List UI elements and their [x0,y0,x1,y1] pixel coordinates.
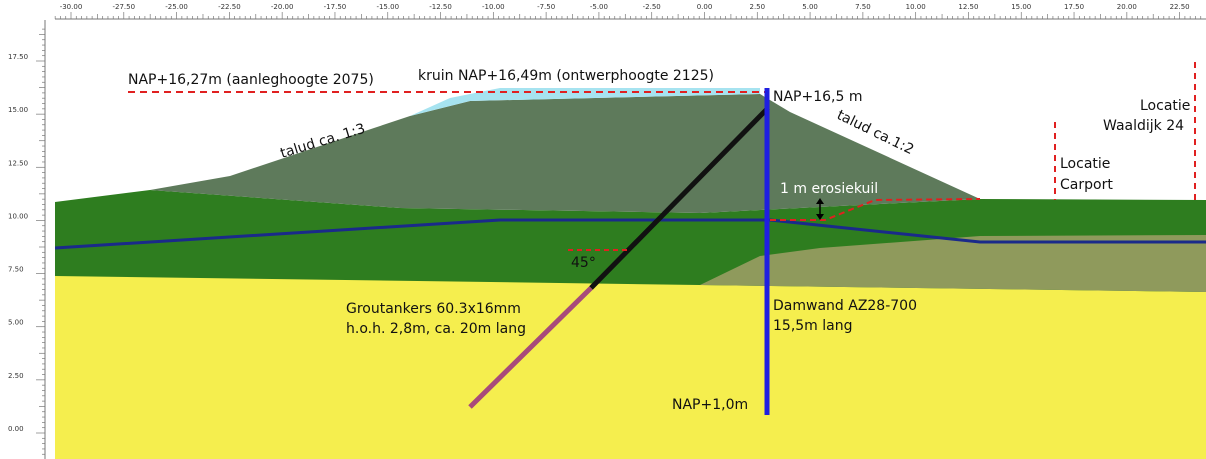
y-tick-label: 2.50 [8,372,24,380]
y-tick-label: 15.00 [8,106,28,114]
y-tick-label: 7.50 [8,266,24,274]
label-groutankers-1: Groutankers 60.3x16mm [346,301,521,317]
erosion-arrow-head-bottom [816,214,824,220]
label-carport-1: Locatie [1060,156,1110,172]
x-tick-label: -20.00 [271,3,294,11]
x-tick-label: 17.50 [1064,3,1084,11]
label-erosiekuil: 1 m erosiekuil [780,181,878,197]
x-tick-label: -10.00 [482,3,505,11]
x-tick-label: -2.50 [643,3,661,11]
y-tick-label: 10.00 [8,212,28,220]
anchor-grout-body [468,286,593,409]
x-tick-label: -7.50 [537,3,555,11]
x-tick-label: -30.00 [60,3,83,11]
x-tick-label: -5.00 [590,3,608,11]
x-ruler-ticks [54,12,1202,19]
label-groutankers-2: h.o.h. 2,8m, ca. 20m lang [346,321,526,337]
label-damwand-2: 15,5m lang [773,318,853,334]
y-ruler-ticks [36,28,45,455]
label-nap-top: NAP+16,5 m [773,89,862,105]
y-tick-label: 17.50 [8,53,28,61]
x-tick-label: 5.00 [802,3,818,11]
y-tick-label: 5.00 [8,319,24,327]
x-tick-label: 2.50 [749,3,765,11]
x-tick-label: 0.00 [697,3,713,11]
erosion-pit-line [770,198,981,221]
label-carport-2: Carport [1060,177,1113,193]
y-ruler [0,20,55,459]
x-tick-label: -27.50 [113,3,136,11]
x-ruler [55,0,1206,20]
anchor-free-length [589,106,770,290]
label-damwand-1: Damwand AZ28-700 [773,298,917,314]
x-tick-label: -22.50 [218,3,241,11]
x-tick-label: -12.50 [429,3,452,11]
label-angle: 45° [571,255,596,271]
erosion-arrow-head-top [816,198,824,204]
x-tick-label: 22.50 [1170,3,1190,11]
crest-overlay [410,88,760,116]
olive-layer [700,235,1206,292]
sand-layer [55,276,1206,459]
x-tick-label: 7.50 [855,3,871,11]
label-kruin: kruin NAP+16,49m (ontwerphoogte 2125) [418,68,714,84]
x-tick-label: -15.00 [376,3,399,11]
x-tick-label: 15.00 [1011,3,1031,11]
label-nap-bottom: NAP+1,0m [672,397,748,413]
label-waaldijk-1: Locatie [1140,98,1190,114]
label-nap-aanleg: NAP+16,27m (aanleghoogte 2075) [128,72,374,88]
y-ruler-labels: 17.50 15.00 12.50 10.00 7.50 5.00 2.50 0.00 [8,53,28,433]
x-tick-label: -17.50 [324,3,347,11]
x-tick-label: 12.50 [958,3,978,11]
x-tick-label: 10.00 [906,3,926,11]
y-tick-label: 12.50 [8,159,28,167]
y-tick-label: 0.00 [8,425,24,433]
x-tick-label: -25.00 [165,3,188,11]
x-ruler-labels: -30.00 -27.50 -25.00 -22.50 -20.00 -17.50 -15.… [60,3,1190,11]
x-tick-label: 20.00 [1117,3,1137,11]
label-waaldijk-2: Waaldijk 24 [1103,118,1184,134]
dike-body [150,94,980,213]
